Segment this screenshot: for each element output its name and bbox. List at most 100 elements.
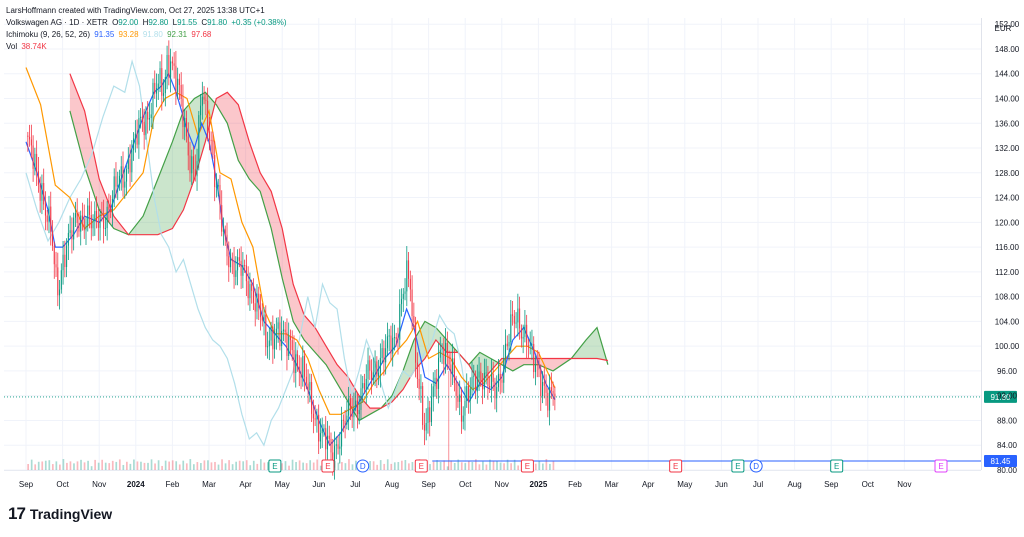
candle-body <box>542 381 544 397</box>
price-axis[interactable]: 152.00 148.00 144.00 140.00 136.00 132.00 128.… <box>995 20 1020 475</box>
x-tick-label: Aug <box>385 480 399 489</box>
volume-bar <box>386 459 389 470</box>
volume-bar <box>140 461 142 470</box>
candle-body <box>462 415 464 422</box>
x-tick-label: May <box>275 480 290 489</box>
candle-body <box>494 381 496 399</box>
symbol-name[interactable]: Volkswagen AG · 1D · XETR <box>6 18 108 27</box>
candle-body <box>267 346 269 348</box>
volume-bar <box>178 464 181 470</box>
volume-bar <box>429 464 431 470</box>
volume-legend[interactable]: Vol 38.74K <box>6 42 47 51</box>
candle-body <box>330 438 332 453</box>
x-tick-label: Sep <box>19 480 34 489</box>
tradingview-logo[interactable]: 17 TradingView <box>8 503 112 525</box>
candle-body <box>230 258 232 268</box>
event-marker-label: E <box>419 462 424 471</box>
volume-bars <box>27 370 555 470</box>
candle-body <box>383 348 385 363</box>
volume-value: 38.74K <box>21 42 47 51</box>
candle-body <box>445 343 447 365</box>
candle-body <box>126 169 128 182</box>
candle-body <box>168 54 170 78</box>
candle-body <box>96 211 98 222</box>
candle-body <box>71 230 73 240</box>
ichimoku-label[interactable]: Ichimoku (9, 26, 52, 26) <box>6 30 91 39</box>
candle-body <box>349 398 351 411</box>
earnings-marker-icon <box>934 459 948 473</box>
y-tick-label: 128.00 <box>995 169 1020 178</box>
candle-body <box>510 314 512 343</box>
y-tick-label: 136.00 <box>995 119 1020 128</box>
volume-bar <box>133 459 135 470</box>
candle-body <box>254 303 256 312</box>
support-price-label: 81.45 <box>990 457 1011 466</box>
x-tick-label: Sep <box>824 480 839 489</box>
candle-body <box>305 376 307 384</box>
candle-body <box>43 183 45 205</box>
candle-body <box>416 362 418 379</box>
candle-body <box>448 355 450 365</box>
candle-body <box>64 254 66 268</box>
base-value: 93.28 <box>118 30 139 39</box>
candle-body <box>272 326 274 350</box>
candle-body <box>44 204 46 216</box>
candle-body <box>228 256 230 268</box>
candle-body <box>161 68 163 96</box>
volume-bar <box>482 461 484 470</box>
ichimoku-legend[interactable]: Ichimoku (9, 26, 52, 26) 91.35 93.28 91.… <box>6 30 211 39</box>
candle-body <box>423 425 425 431</box>
candle-body <box>275 328 277 339</box>
candle-body <box>369 360 371 371</box>
candle-body <box>323 428 325 430</box>
candle-body <box>475 375 477 392</box>
volume-bar <box>467 461 470 470</box>
open-value: 92.00 <box>118 18 139 27</box>
candle-body <box>48 206 50 222</box>
volume-bar <box>341 462 343 470</box>
lead-b-value: 97.68 <box>191 30 212 39</box>
candle-body <box>152 82 154 115</box>
volume-bar <box>288 465 290 470</box>
volume-bar <box>344 463 347 470</box>
candle-body <box>39 184 41 201</box>
candle-body <box>406 260 408 292</box>
candle-body <box>289 336 291 341</box>
candle-body <box>441 348 443 350</box>
candle-body <box>496 387 498 399</box>
event-marker-label: E <box>673 462 678 471</box>
symbol-legend[interactable]: Volkswagen AG · 1D · XETR O92.00 H92.80 … <box>6 18 287 27</box>
volume-label[interactable]: Vol <box>6 42 18 51</box>
volume-bar <box>118 459 121 470</box>
y-tick-label: 124.00 <box>995 194 1020 203</box>
y-tick-label: 152.00 <box>995 20 1020 29</box>
candle-body <box>127 159 129 170</box>
candle-body <box>184 117 186 128</box>
candle-body <box>252 290 254 304</box>
volume-bar <box>302 462 304 470</box>
candle-body <box>30 139 32 146</box>
candle-body <box>378 372 380 377</box>
volume-bar <box>73 463 75 470</box>
candle-body <box>90 215 92 229</box>
volume-bar <box>460 462 463 470</box>
volume-bar <box>108 463 111 470</box>
candle-body <box>504 343 507 359</box>
candle-body <box>534 364 537 373</box>
y-tick-label: 148.00 <box>995 45 1020 54</box>
candle-body <box>244 265 246 267</box>
candle-body <box>351 410 353 418</box>
volume-bar <box>147 462 149 470</box>
time-axis[interactable]: Sep Oct Nov 2024 Feb Mar Apr May Jun Jul Aug Sep Oct… <box>19 480 912 489</box>
candle-body <box>346 415 348 425</box>
volume-bar <box>245 460 248 470</box>
candle-body <box>203 96 205 100</box>
x-tick-label: Mar <box>605 480 619 489</box>
volume-bar <box>534 463 537 470</box>
candle-body <box>429 407 431 423</box>
event-marker-label: E <box>272 462 277 471</box>
tradingview-logo-text: TradingView <box>29 506 113 522</box>
